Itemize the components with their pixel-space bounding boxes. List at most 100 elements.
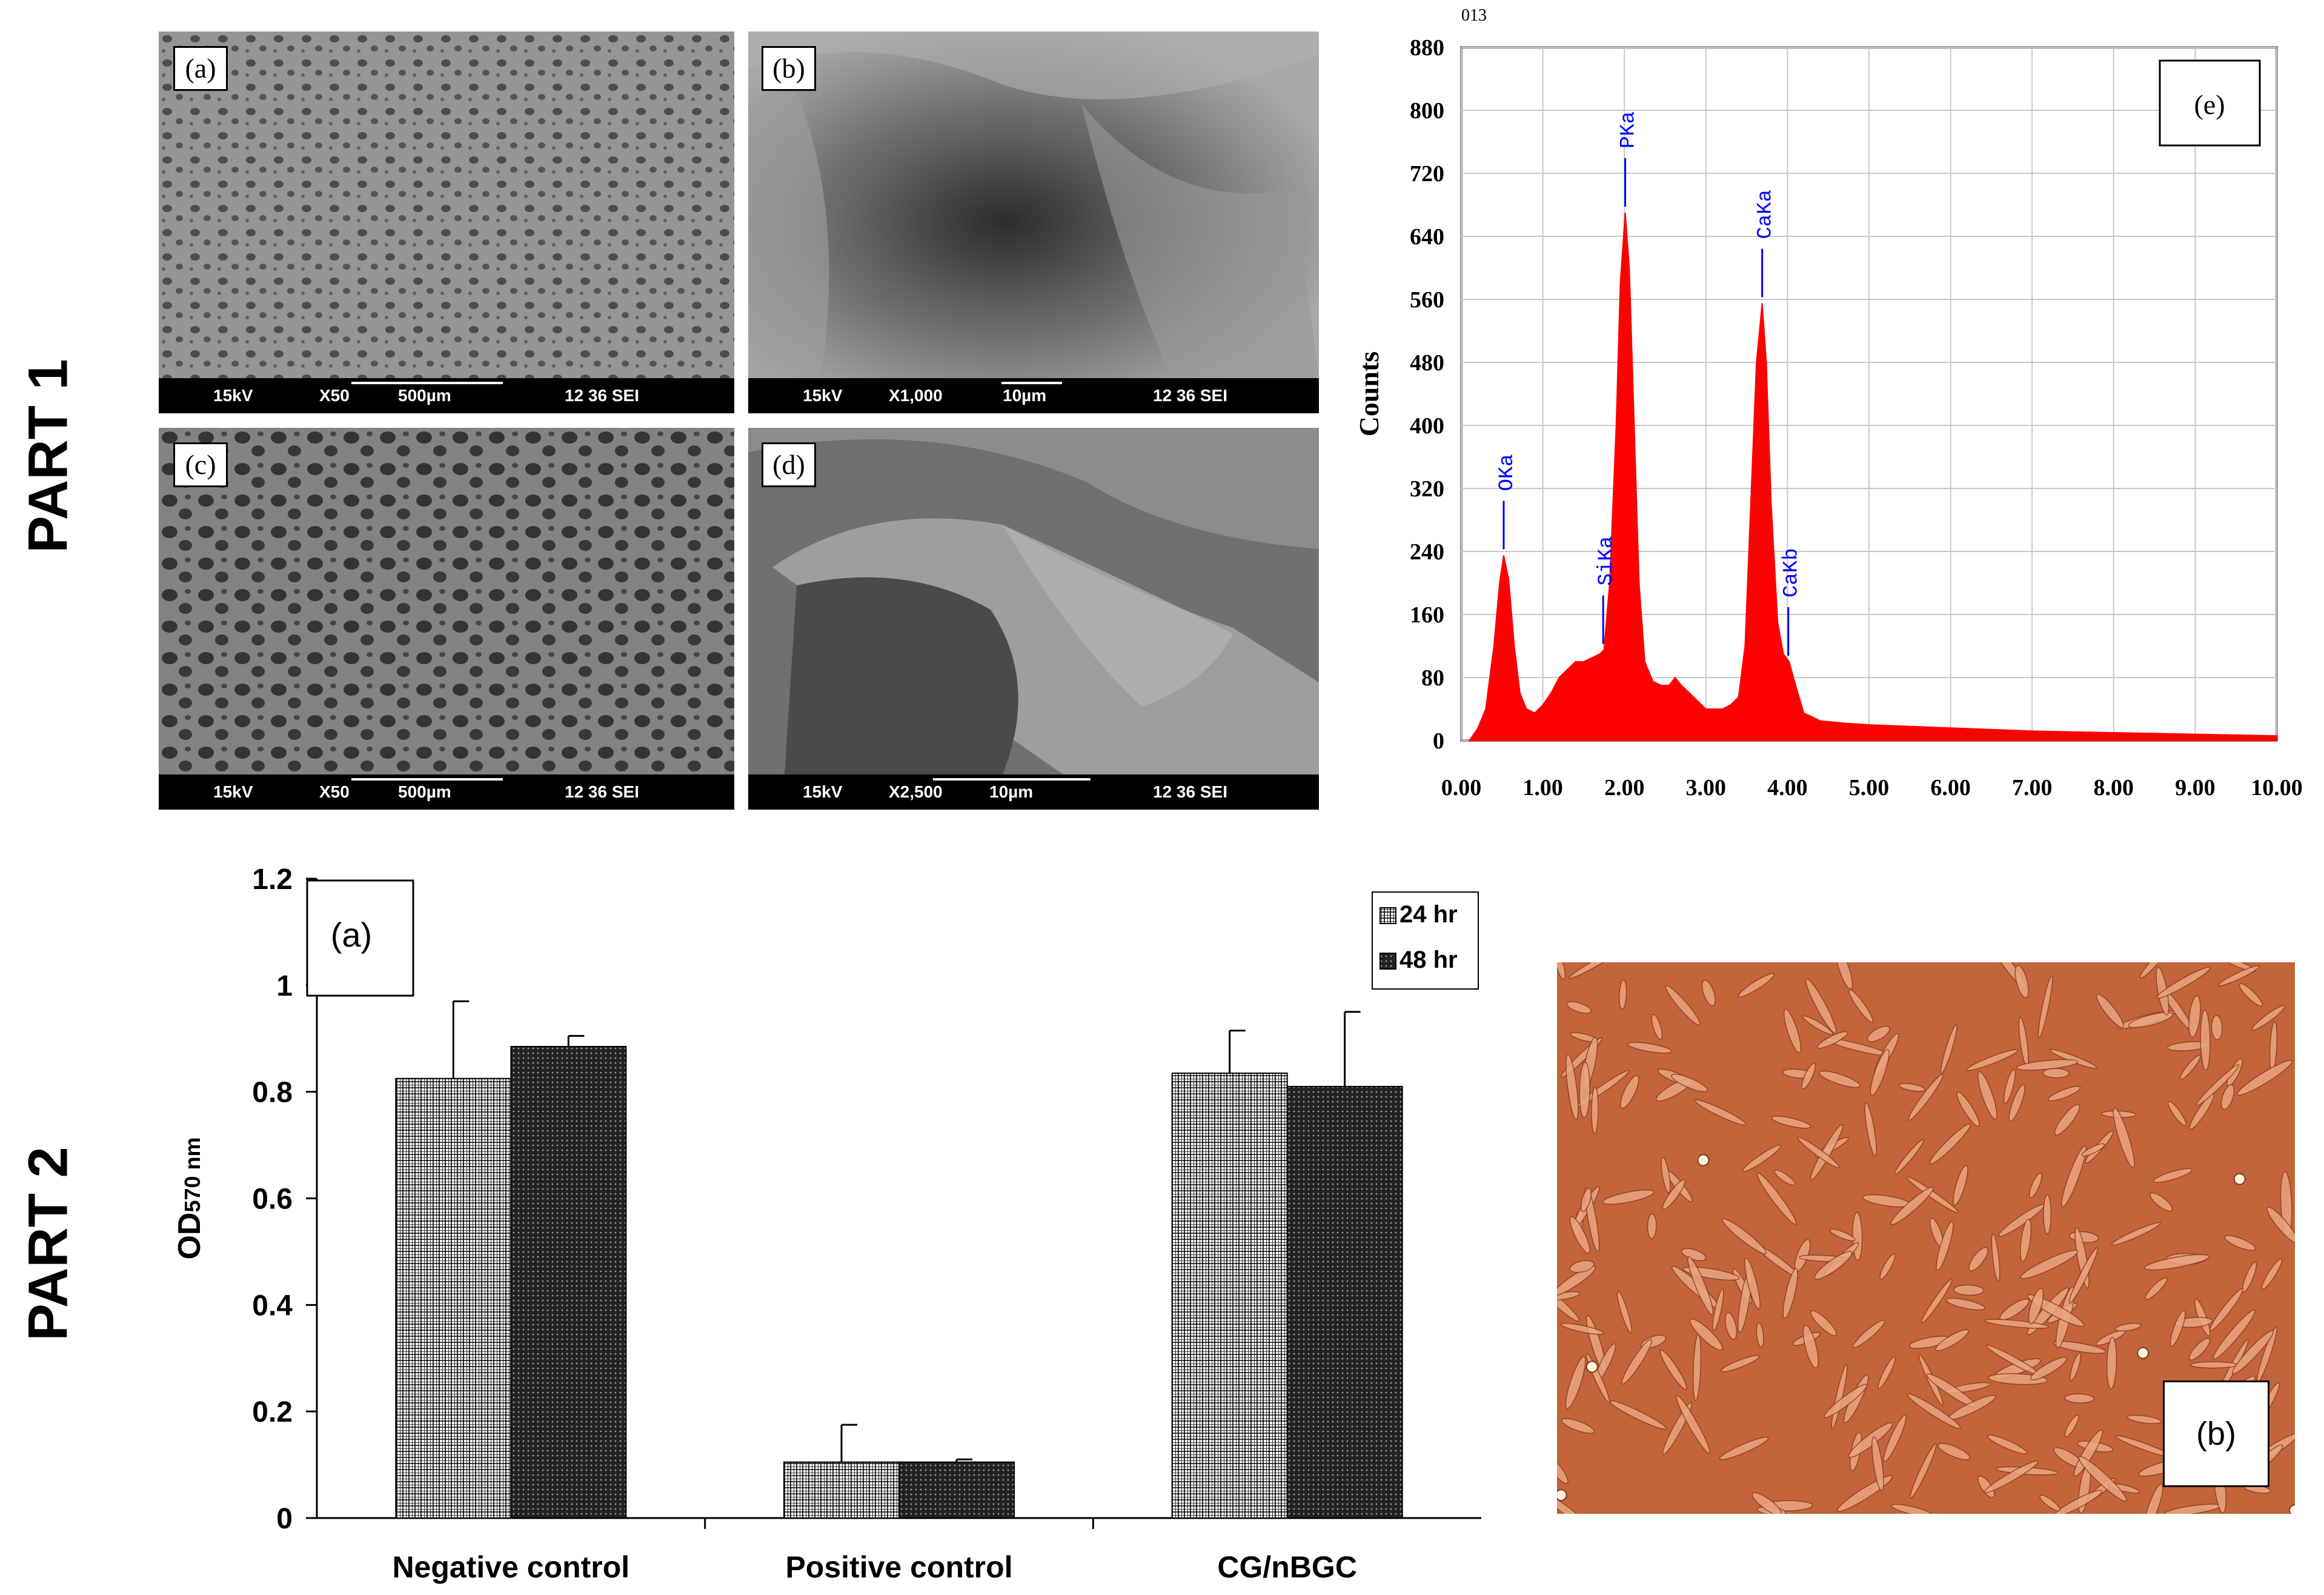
cell — [1829, 1228, 1856, 1242]
panel-tag-od: (a) — [306, 879, 414, 997]
cell — [1870, 1048, 1890, 1096]
cell — [2239, 983, 2263, 1007]
cell — [1569, 1216, 1590, 1254]
peak-label: PKa — [1618, 112, 1641, 148]
cell — [1879, 1253, 1896, 1280]
cell — [1894, 1139, 1925, 1175]
cell — [2096, 993, 2124, 1028]
x-tick-label: 9.00 — [2175, 775, 2216, 801]
sem-magnification: X1,000 — [889, 386, 943, 405]
sem-magnification: X2,500 — [889, 782, 943, 801]
sem-magnification: X50 — [319, 386, 350, 405]
cell — [2111, 1222, 2161, 1246]
sem-image-b: (b) 15kV X1,000 10µm 12 36 SEI — [748, 32, 1319, 413]
panel-tag-d: (d) — [762, 442, 816, 487]
panel-tag-box — [2159, 59, 2261, 147]
cell — [2150, 1192, 2173, 1212]
sem-image-c: (c) 15kV X50 500µm 12 36 SEI — [159, 428, 734, 810]
legend-swatch — [1379, 953, 1396, 970]
cell — [1719, 1436, 1769, 1460]
legend-swatch — [1379, 907, 1396, 924]
cell — [1935, 1329, 1970, 1351]
part1-label: PART 1 — [17, 359, 79, 553]
cell — [1565, 1356, 1586, 1410]
cell — [1557, 1265, 1596, 1296]
cell — [2028, 1173, 2042, 1199]
cell — [1898, 1083, 1925, 1092]
x-category-label: Positive control — [785, 1550, 1012, 1584]
cell — [2156, 967, 2211, 999]
cell — [1591, 1086, 1599, 1134]
cell — [1557, 1456, 1569, 1484]
cell — [1817, 1031, 1848, 1049]
cell — [1968, 1247, 1989, 1271]
cell — [2153, 1168, 2193, 1183]
x-tick-label: 0.00 — [1441, 775, 1482, 801]
cell — [1712, 1288, 1724, 1331]
cell — [1906, 1176, 1959, 1214]
sem-scale-label: 10µm — [989, 782, 1034, 801]
cell — [1814, 1251, 1853, 1280]
cell — [1557, 962, 1566, 980]
cell — [1651, 1014, 1663, 1040]
cell — [1720, 1354, 1760, 1373]
sem-image-a: (a) 15kV X50 500µm 12 36 SEI — [159, 32, 734, 413]
cell — [1771, 1116, 1811, 1129]
y-axis-title-sub: 570 nm — [180, 1137, 205, 1212]
sem-texture-b — [748, 32, 1319, 378]
cell — [2232, 1330, 2274, 1374]
cell — [2020, 1250, 2079, 1279]
y-tick-label: 560 — [1410, 287, 1444, 313]
y-tick-label: 800 — [1410, 98, 1444, 124]
rounded-cell — [2289, 1504, 2295, 1514]
cell — [1802, 1015, 1833, 1035]
cell — [1940, 1024, 1957, 1074]
cell — [1921, 1278, 1953, 1324]
cell — [1824, 1384, 1868, 1419]
cell — [1725, 1312, 1738, 1340]
cell — [1953, 1165, 1968, 1206]
sem-info: 12 36 SEI — [565, 782, 639, 801]
y-tick-label: 240 — [1410, 539, 1444, 565]
cell — [2224, 1234, 2256, 1251]
cell — [2068, 1247, 2099, 1304]
peak-label: CaKb — [1781, 548, 1804, 598]
cell — [2220, 1084, 2235, 1110]
cell — [1561, 1418, 1595, 1434]
cell — [2081, 1143, 2105, 1157]
cell — [1619, 1074, 1639, 1109]
cell — [1580, 1187, 1592, 1212]
peak-label: CaKa — [1755, 190, 1778, 239]
cell — [1802, 1325, 1819, 1369]
cell — [2030, 1357, 2067, 1380]
y-tick-label: 0.6 — [252, 1184, 293, 1216]
cell — [2106, 1337, 2117, 1390]
cell — [1805, 978, 1837, 1034]
panel-tag-a: (a) — [173, 46, 228, 91]
rounded-cell — [1585, 1360, 1598, 1373]
cell — [1694, 1099, 1747, 1126]
panel-tag-box — [306, 879, 414, 997]
cell — [1883, 1414, 1907, 1462]
panel-tag-c: (c) — [173, 442, 228, 487]
cell — [2008, 1084, 2025, 1122]
x-tick-label: 6.00 — [1930, 775, 1971, 801]
cell — [2190, 1361, 2237, 1369]
cell — [1784, 1008, 1802, 1053]
sem-scale-label: 500µm — [398, 386, 451, 405]
cell — [1701, 979, 1716, 1007]
cell — [1867, 1025, 1890, 1042]
panel-tag-text: (e) — [2194, 89, 2225, 120]
cell — [2070, 1353, 2082, 1381]
cell — [2209, 1288, 2243, 1331]
y-tick-label: 80 — [1421, 665, 1444, 691]
cell — [1565, 1053, 1579, 1120]
cell — [1665, 985, 1701, 1026]
y-tick-label: 1 — [276, 970, 293, 1002]
cell-microscopy-image: (b) — [1557, 962, 2295, 1514]
cell — [1689, 1318, 1723, 1351]
cell — [1774, 1169, 1796, 1186]
cell — [2043, 1194, 2052, 1234]
panel-tag-b: (b) — [762, 46, 816, 91]
x-tick-label: 5.00 — [1849, 775, 1890, 801]
